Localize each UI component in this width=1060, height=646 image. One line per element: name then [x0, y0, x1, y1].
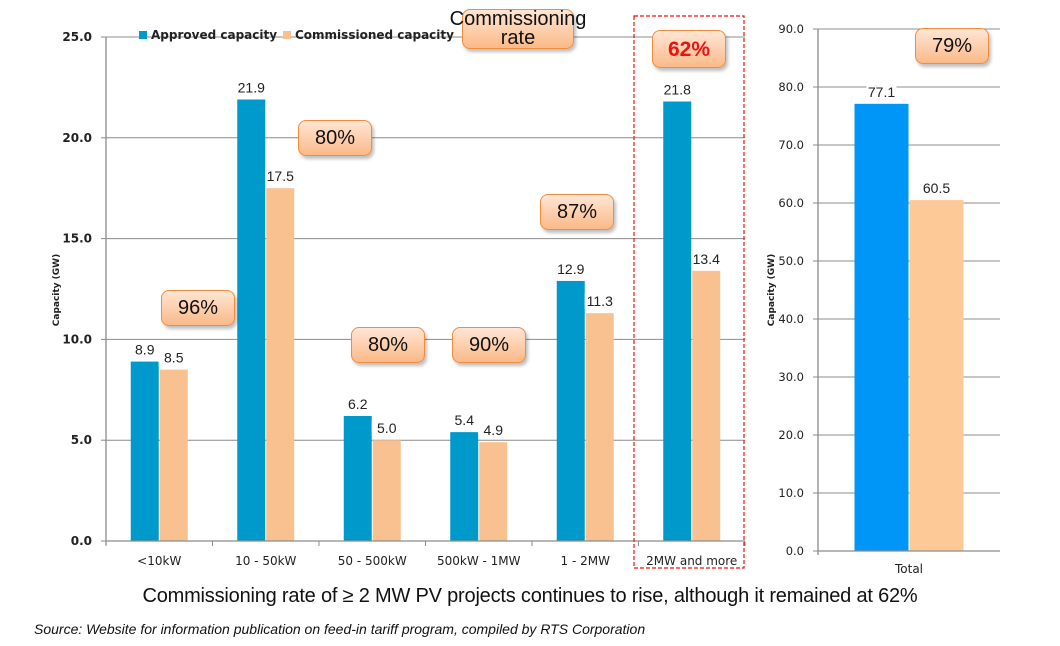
right-bars: 77.1 60.5	[854, 83, 964, 551]
bar-approved	[556, 280, 585, 541]
bar-commissioned	[266, 188, 295, 541]
data-label-bg	[129, 341, 160, 358]
rate-text: 90%	[468, 333, 510, 356]
data-label-bg	[158, 349, 189, 366]
y-tick-label: 60.0	[778, 196, 804, 210]
legend-swatch-approved	[139, 31, 147, 39]
y-tick-label: 10.0	[62, 332, 92, 346]
rate-text: 80%	[367, 333, 409, 356]
bar-approved	[854, 103, 909, 551]
legend-swatch-commissioned	[283, 31, 291, 39]
y-tick-label: 10.0	[778, 486, 804, 500]
data-label: 5.4	[455, 412, 475, 428]
y-tick-label: 25.0	[62, 30, 92, 44]
rate-header-box: Commissioning rate	[450, 9, 586, 49]
y-tick-label: 0.0	[71, 534, 92, 548]
bar-commissioned	[585, 313, 614, 541]
y-tick-label: 90.0	[778, 22, 804, 36]
x-category-label: 10 - 50kW	[235, 554, 296, 568]
rate-text-highlighted: 62%	[667, 37, 711, 61]
data-label-bg	[236, 79, 267, 96]
bar-approved	[237, 99, 266, 541]
y-tick-label: 80.0	[778, 80, 804, 94]
y-tick-label: 30.0	[778, 370, 804, 384]
data-label: 77.1	[868, 84, 895, 100]
data-label: 21.9	[238, 79, 265, 95]
right-axis: 0.0 10.0 20.0 30.0 40.0 50.0 60.0 70.0 80.0 90.0 T…	[778, 22, 1000, 576]
data-label-bg	[371, 420, 402, 437]
data-label: 60.5	[923, 180, 950, 196]
rate-box-total: 79%	[915, 28, 989, 64]
x-category-label: <10kW	[137, 554, 181, 568]
data-label-bg	[265, 168, 296, 185]
x-category-label: 500kW - 1MW	[437, 554, 521, 568]
bar-approved	[450, 432, 479, 541]
rate-box-2mw-and-more: 62%	[652, 30, 726, 68]
data-label: 11.3	[587, 293, 613, 309]
bar-approved	[130, 361, 159, 541]
data-label-bg	[584, 293, 615, 310]
highlight-box	[633, 15, 745, 569]
rate-box-lt10kw: 96%	[161, 290, 235, 326]
rate-box-10-50kw: 80%	[298, 120, 372, 156]
rate-header-text: Commissioning rate	[449, 8, 587, 49]
x-category-label: 2MW and more	[646, 554, 737, 568]
bar-commissioned	[692, 270, 721, 541]
data-label-bg	[555, 260, 586, 277]
legend: Approved capacity Commissioned capacity	[139, 28, 454, 42]
y-tick-label: 0.0	[786, 544, 804, 558]
data-label-bg	[342, 396, 373, 413]
bar-approved	[663, 101, 692, 542]
rate-box-500kw-1mw: 90%	[452, 327, 526, 363]
x-category-label: 50 - 500kW	[338, 554, 407, 568]
chart-caption: Commissioning rate of ≥ 2 MW PV projects…	[142, 585, 918, 607]
x-category-label: 1 - 2MW	[561, 554, 611, 568]
data-label: 21.8	[664, 82, 691, 98]
data-label-bg	[921, 180, 952, 197]
data-label: 17.5	[267, 168, 294, 184]
x-category-label: Total	[894, 562, 923, 576]
bar-commissioned	[159, 369, 188, 541]
y-tick-label: 40.0	[778, 312, 804, 326]
left-bars: 8.9 8.5 21.9 17.5 6.2 5.0 5.4 4.9 12.911.3 21.8 13…	[129, 79, 722, 542]
legend-label-approved: Approved capacity	[151, 28, 277, 42]
data-label: 6.2	[348, 396, 368, 412]
y-tick-label: 20.0	[778, 428, 804, 442]
left-gridlines	[106, 36, 745, 441]
right-gridlines	[818, 28, 1000, 494]
y-tick-label: 70.0	[778, 138, 804, 152]
data-label-bg	[449, 412, 480, 429]
left-axis: 0.0 5.0 10.0 15.0 20.0 25.0 <10kW 10 - 50kW 50 -…	[62, 30, 746, 568]
rate-box-1-2mw: 87%	[540, 194, 614, 230]
rate-box-50-500kw: 80%	[351, 327, 425, 363]
data-label-bg	[662, 81, 693, 98]
source-note: Source: Website for information publicat…	[34, 621, 646, 637]
data-label-bg	[478, 422, 509, 439]
rate-text: 87%	[556, 200, 598, 223]
data-label: 8.5	[164, 350, 184, 366]
bar-commissioned	[479, 442, 508, 541]
bar-commissioned	[372, 440, 401, 541]
y-tick-label: 15.0	[62, 232, 92, 246]
data-label: 5.0	[377, 420, 397, 436]
data-label: 12.9	[557, 261, 584, 277]
right-y-axis-label: Capacity (GW)	[767, 254, 777, 326]
bar-commissioned	[909, 200, 964, 551]
bar-approved	[343, 416, 372, 541]
rate-text: 79%	[931, 34, 973, 57]
left-y-axis-label: Capacity (GW)	[52, 254, 62, 326]
y-tick-label: 5.0	[71, 433, 92, 447]
data-label-bg	[866, 83, 897, 100]
y-tick-label: 50.0	[778, 254, 804, 268]
legend-label-commissioned: Commissioned capacity	[295, 28, 454, 42]
rate-text: 96%	[177, 296, 219, 319]
y-tick-label: 20.0	[62, 131, 92, 145]
data-label: 8.9	[135, 342, 155, 358]
data-label: 4.9	[484, 422, 504, 438]
data-label: 13.4	[693, 251, 720, 267]
rate-text: 80%	[314, 126, 356, 149]
data-label-bg	[691, 250, 722, 267]
